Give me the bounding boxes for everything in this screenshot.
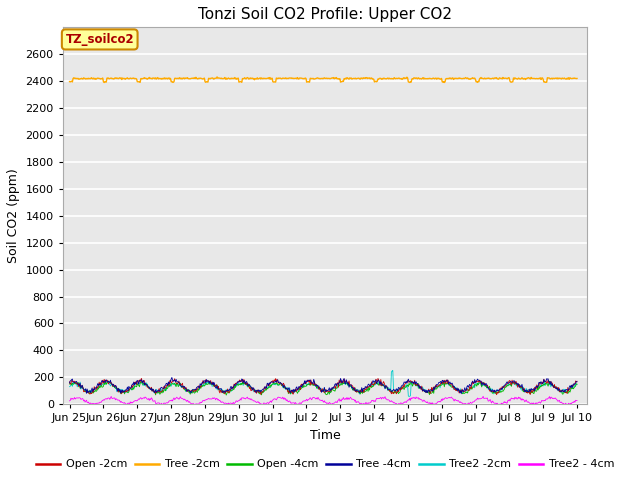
X-axis label: Time: Time — [310, 429, 340, 442]
Text: TZ_soilco2: TZ_soilco2 — [65, 33, 134, 46]
Title: Tonzi Soil CO2 Profile: Upper CO2: Tonzi Soil CO2 Profile: Upper CO2 — [198, 7, 452, 22]
Y-axis label: Soil CO2 (ppm): Soil CO2 (ppm) — [7, 168, 20, 263]
Legend: Open -2cm, Tree -2cm, Open -4cm, Tree -4cm, Tree2 -2cm, Tree2 - 4cm: Open -2cm, Tree -2cm, Open -4cm, Tree -4… — [31, 455, 619, 474]
